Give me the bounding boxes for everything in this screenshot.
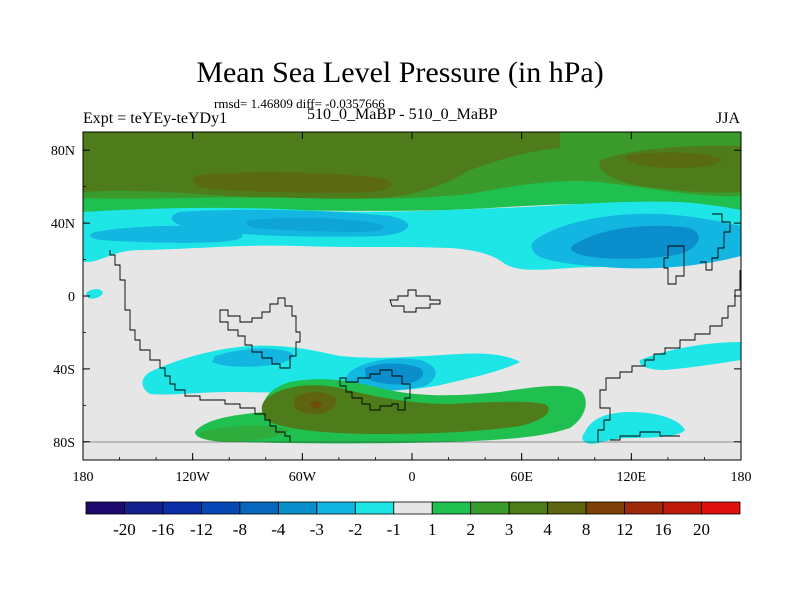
coastline-far-east	[700, 213, 731, 271]
colorbar-label: 8	[582, 520, 591, 539]
case-label: 510_0_MaBP - 510_0_MaBP	[307, 106, 498, 123]
y-tick-label: 0	[68, 290, 75, 305]
colorbar-label: 16	[655, 520, 672, 539]
colorbar-label: -16	[152, 520, 175, 539]
colorbar-label: 1	[428, 520, 437, 539]
contour-equatorial-low	[86, 289, 103, 299]
colorbar-swatch	[662, 501, 702, 515]
colorbar-label: -2	[348, 520, 362, 539]
x-tick-label: 120E	[617, 470, 647, 485]
x-tick-label: 0	[409, 470, 416, 485]
x-tick-label: 60E	[510, 470, 533, 485]
season-label: JJA	[716, 110, 741, 127]
y-tick-label: 80N	[51, 144, 75, 159]
colorbar-label: -20	[113, 520, 136, 539]
colorbar-swatch	[85, 501, 125, 515]
contour-north-low-deep-east	[571, 225, 699, 259]
experiment-label: Expt = teYEy-teYDy1	[83, 110, 228, 127]
colorbar-label: -3	[310, 520, 324, 539]
colorbar-label: 12	[616, 520, 633, 539]
colorbar-swatch	[201, 501, 241, 515]
colorbar-swatch	[547, 501, 587, 515]
axes: 180 120W 60W 0 60E 120E 180 80N 40N 0 40S 80S	[51, 132, 752, 485]
coastline-central-south	[219, 297, 301, 369]
colorbar-swatch	[124, 501, 164, 515]
colorbar-label: 4	[543, 520, 552, 539]
colorbar-swatch	[431, 501, 472, 515]
contour-southern-ocean-max	[310, 401, 322, 409]
colorbar-label: 20	[693, 520, 710, 539]
colorbar-swatch	[354, 501, 395, 515]
contour-north-low-core-mid	[171, 209, 409, 237]
coastline-east-peninsula	[663, 245, 685, 285]
contour-fills	[83, 132, 741, 444]
coastline-west	[109, 250, 291, 442]
colorbar-label: -8	[233, 520, 247, 539]
colorbar-swatch	[162, 501, 202, 515]
x-tick-label: 60W	[289, 470, 317, 485]
contour-arctic-peak-west	[193, 172, 392, 193]
coastline-south-east	[597, 270, 741, 442]
colorbar-swatch	[701, 501, 741, 515]
colorbar-swatch	[277, 501, 318, 515]
chart-title: Mean Sea Level Pressure (in hPa)	[196, 56, 604, 89]
colorbar-label: -1	[387, 520, 401, 539]
colorbar-swatch	[239, 501, 279, 515]
colorbar-label: 3	[505, 520, 514, 539]
colorbar-label: 2	[466, 520, 475, 539]
colorbar-swatch	[393, 501, 433, 515]
colorbar-swatch	[470, 501, 510, 515]
colorbar-label: -12	[190, 520, 213, 539]
y-tick-label: 40N	[51, 217, 75, 232]
stats-label: rmsd= 1.46809 diff= -0.0357666	[214, 96, 385, 111]
colorbar-label: -4	[271, 520, 286, 539]
coastlines	[83, 213, 741, 443]
y-tick-label: 40S	[53, 363, 75, 378]
colorbar-swatch	[624, 501, 664, 515]
y-tick-label: 80S	[53, 436, 75, 451]
x-tick-label: 120W	[176, 470, 211, 485]
colorbar-swatch	[316, 501, 356, 515]
coastline-equatorial-island	[389, 289, 441, 313]
contour-southern-low-left	[212, 348, 294, 367]
contour-arctic-edge	[83, 180, 741, 212]
colorbar-swatch	[508, 501, 549, 515]
coastline-antarctic-edge	[610, 431, 680, 441]
colorbar-swatch	[585, 501, 625, 515]
x-tick-label: 180	[731, 470, 752, 485]
coastline-africa-south	[339, 369, 411, 411]
contour-southeast-low	[639, 342, 741, 370]
contour-southern-low-deep	[365, 363, 424, 385]
contour-north-low-deep-mid	[246, 217, 384, 232]
colorbar: -20 -16 -12 -8 -4 -3 -2 -1 1 2 3 4 8 12 16 20	[85, 501, 741, 539]
contour-arctic-peak-east	[625, 152, 721, 168]
x-tick-label: 180	[73, 470, 94, 485]
contour-antarctic-high	[199, 425, 290, 442]
